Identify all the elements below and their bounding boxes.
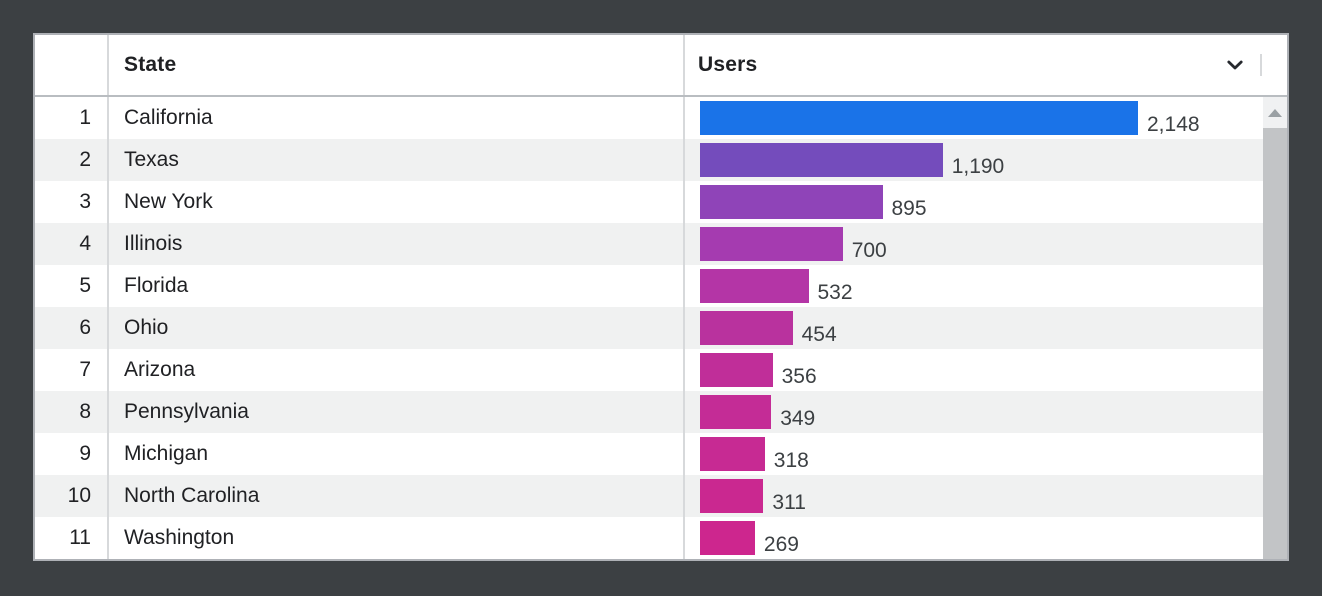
header-divider <box>1260 54 1262 76</box>
row-rank: 9 <box>79 442 91 465</box>
users-bar <box>700 437 765 471</box>
row-state: Florida <box>107 265 683 307</box>
table-row[interactable]: 11 Washington 269 <box>35 517 1287 559</box>
users-bar <box>700 185 883 219</box>
scrollbar-thumb[interactable] <box>1263 128 1287 559</box>
users-bar <box>700 269 809 303</box>
bar-wrap: 269 <box>700 521 799 555</box>
users-column-label: Users <box>698 53 758 76</box>
bar-wrap: 356 <box>700 353 817 387</box>
row-rank: 5 <box>79 274 91 297</box>
row-state: Washington <box>107 517 683 559</box>
rank-column-header <box>35 35 107 95</box>
table-row[interactable]: 6 Ohio 454 <box>35 307 1287 349</box>
users-value: 269 <box>763 533 799 556</box>
users-value: 895 <box>891 197 927 220</box>
row-rank: 8 <box>79 400 91 423</box>
row-rank: 2 <box>79 148 91 171</box>
users-bar <box>700 479 764 513</box>
table-body: 1 California 2,148 2 Texas 1,190 3 New Y… <box>35 97 1287 559</box>
table-row[interactable]: 8 Pennsylvania 349 <box>35 391 1287 433</box>
users-value: 532 <box>817 281 853 304</box>
users-value: 318 <box>773 449 809 472</box>
vertical-scrollbar[interactable] <box>1263 97 1287 559</box>
row-state: Arizona <box>107 349 683 391</box>
bar-wrap: 2,148 <box>700 101 1200 135</box>
row-users-cell: 349 <box>683 391 1287 433</box>
row-state: Illinois <box>107 223 683 265</box>
triangle-up-icon <box>1268 108 1282 117</box>
table-row[interactable]: 1 California 2,148 <box>35 97 1287 139</box>
row-users-cell: 895 <box>683 181 1287 223</box>
row-state: New York <box>107 181 683 223</box>
bar-wrap: 532 <box>700 269 853 303</box>
users-value: 349 <box>780 407 816 430</box>
scroll-up-button[interactable] <box>1263 97 1287 128</box>
table-header-row: State Users <box>35 35 1287 97</box>
bar-wrap: 349 <box>700 395 815 429</box>
row-users-cell: 454 <box>683 307 1287 349</box>
row-rank: 1 <box>79 106 91 129</box>
row-state: Ohio <box>107 307 683 349</box>
users-value: 1,190 <box>951 155 1005 178</box>
row-rank: 10 <box>67 484 91 507</box>
users-column-header[interactable]: Users <box>683 35 1287 95</box>
row-rank: 3 <box>79 190 91 213</box>
bar-wrap: 454 <box>700 311 837 345</box>
bar-wrap: 1,190 <box>700 143 1004 177</box>
chevron-down-icon[interactable] <box>1222 52 1248 78</box>
users-bar <box>700 353 773 387</box>
row-rank: 7 <box>79 358 91 381</box>
users-value: 356 <box>781 365 817 388</box>
bar-wrap: 895 <box>700 185 927 219</box>
users-by-state-table: State Users 1 California 2,148 2 Tex <box>33 33 1289 561</box>
row-users-cell: 532 <box>683 265 1287 307</box>
row-users-cell: 318 <box>683 433 1287 475</box>
users-value: 2,148 <box>1147 113 1200 136</box>
row-state: Texas <box>107 139 683 181</box>
table-row[interactable]: 4 Illinois 700 <box>35 223 1287 265</box>
table-row[interactable]: 10 North Carolina 311 <box>35 475 1287 517</box>
users-bar <box>700 101 1138 135</box>
table-row[interactable]: 5 Florida 532 <box>35 265 1287 307</box>
row-users-cell: 1,190 <box>683 139 1287 181</box>
users-value: 454 <box>801 323 837 346</box>
users-bar <box>700 143 943 177</box>
bar-wrap: 318 <box>700 437 809 471</box>
row-users-cell: 700 <box>683 223 1287 265</box>
row-users-cell: 269 <box>683 517 1287 559</box>
row-state: California <box>107 97 683 139</box>
row-rank: 6 <box>79 316 91 339</box>
row-state: Michigan <box>107 433 683 475</box>
row-state: North Carolina <box>107 475 683 517</box>
row-state: Pennsylvania <box>107 391 683 433</box>
users-bar <box>700 395 772 429</box>
users-bar <box>700 311 793 345</box>
users-bar <box>700 521 755 555</box>
row-users-cell: 2,148 <box>683 97 1287 139</box>
state-column-header[interactable]: State <box>107 35 683 95</box>
table-row[interactable]: 2 Texas 1,190 <box>35 139 1287 181</box>
row-rank: 4 <box>79 232 91 255</box>
row-users-cell: 356 <box>683 349 1287 391</box>
table-row[interactable]: 7 Arizona 356 <box>35 349 1287 391</box>
users-bar <box>700 227 843 261</box>
row-users-cell: 311 <box>683 475 1287 517</box>
table-row[interactable]: 9 Michigan 318 <box>35 433 1287 475</box>
state-column-label: State <box>124 53 177 76</box>
row-rank: 11 <box>69 526 91 549</box>
bar-wrap: 311 <box>700 479 806 513</box>
bar-wrap: 700 <box>700 227 887 261</box>
users-value: 700 <box>851 239 887 262</box>
users-value: 311 <box>772 491 806 514</box>
table-row[interactable]: 3 New York 895 <box>35 181 1287 223</box>
